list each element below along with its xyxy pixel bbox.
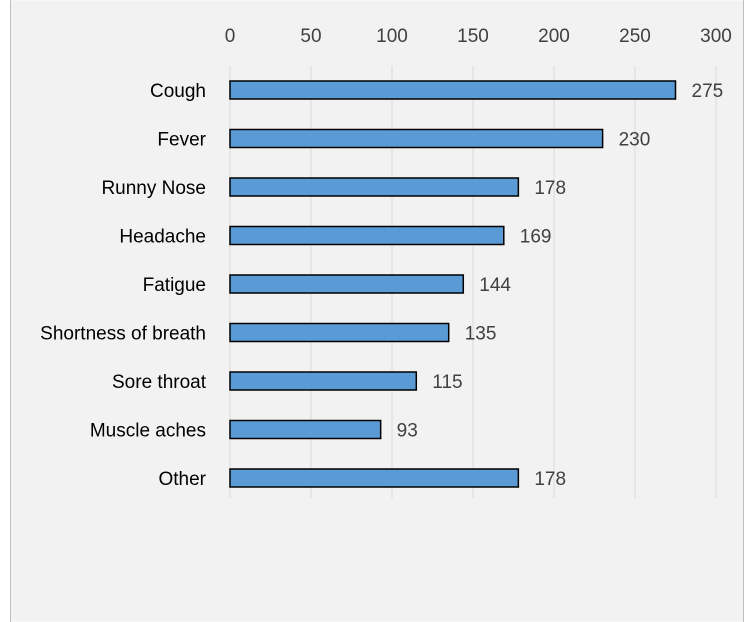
bar-cough [229,80,677,100]
category-label-other: Other [158,469,206,490]
x-tick-label-200: 200 [538,26,570,47]
x-tick-label-250: 250 [619,26,651,47]
bar-shortness-of-breath [229,322,450,343]
bar-other [229,468,520,488]
category-label-muscle-aches: Muscle aches [90,421,206,442]
data-label-headache: 169 [520,227,552,248]
data-label-fatigue: 144 [479,275,511,296]
data-label-shortness-of-breath: 135 [465,324,497,345]
bar-headache [229,225,505,246]
x-tick-label-50: 50 [300,26,321,47]
category-label-cough: Cough [150,81,206,102]
bar-runny-nose [229,177,520,197]
category-label-sore-throat: Sore throat [112,372,207,393]
chart-background [10,0,744,622]
category-label-headache: Headache [119,227,206,248]
x-tick-label-150: 150 [457,26,489,47]
x-tick-label-300: 300 [700,26,732,47]
data-label-muscle-aches: 93 [397,421,418,442]
x-tick-label-0: 0 [225,26,236,47]
bar-fever [229,128,604,149]
data-label-fever: 230 [619,130,651,151]
x-tick-label-100: 100 [376,26,408,47]
data-label-other: 178 [534,469,566,490]
category-label-fatigue: Fatigue [143,275,206,296]
data-label-runny-nose: 178 [534,178,566,199]
category-label-fever: Fever [157,130,206,151]
bar-muscle-aches [229,419,382,440]
bar-sore-throat [229,371,418,391]
bar-fatigue [229,274,465,294]
category-label-shortness-of-breath: Shortness of breath [40,324,206,345]
data-label-sore-throat: 115 [432,372,462,393]
category-label-runny-nose: Runny Nose [101,178,206,199]
data-label-cough: 275 [692,81,724,102]
